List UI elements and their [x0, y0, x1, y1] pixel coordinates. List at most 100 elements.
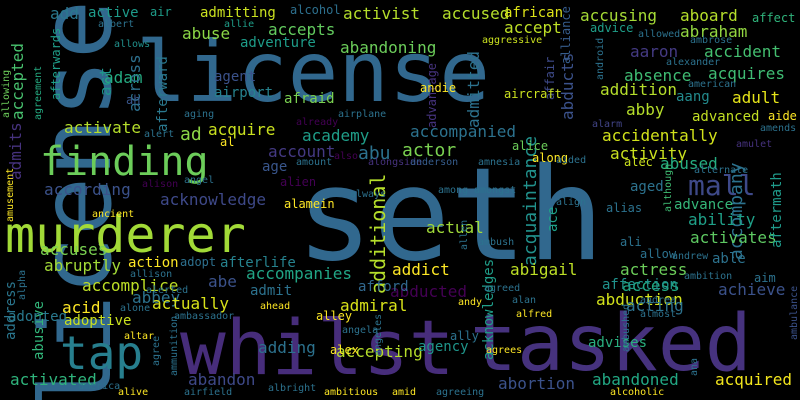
cloud-word: finding	[40, 139, 209, 185]
cloud-word: abduction	[596, 290, 683, 309]
cloud-word: ace	[545, 206, 561, 232]
cloud-word: american	[688, 79, 737, 90]
cloud-word: license	[136, 23, 491, 121]
cloud-word: activates	[690, 228, 777, 247]
cloud-word: agreed	[484, 283, 521, 294]
cloud-word: alone	[120, 303, 151, 314]
cloud-word: agreeing	[436, 387, 485, 398]
cloud-word: abused	[660, 154, 718, 173]
cloud-word: accident	[704, 42, 782, 61]
cloud-word: abducted	[390, 282, 468, 301]
cloud-word: accept	[504, 18, 562, 37]
cloud-word: abandoned	[592, 370, 679, 389]
cloud-word: adult	[732, 88, 781, 107]
cloud-word: abe	[208, 272, 237, 291]
cloud-word: allison	[130, 269, 173, 280]
cloud-word: alongside	[368, 157, 423, 168]
cloud-word: abbey	[132, 288, 181, 307]
cloud-word: anderson	[410, 157, 459, 168]
cloud-word: alan	[512, 295, 537, 306]
cloud-word: alcoholic	[610, 387, 665, 398]
cloud-word: allen	[459, 219, 470, 250]
cloud-word: ambush	[478, 237, 515, 248]
cloud-word: al	[220, 135, 235, 149]
cloud-word: ambulance	[789, 285, 800, 340]
cloud-word: amount	[296, 157, 333, 168]
cloud-word: accompanied	[410, 122, 516, 141]
cloud-word: almost	[640, 309, 677, 320]
cloud-word: allows	[114, 39, 151, 50]
cloud-word: alias	[606, 201, 643, 215]
cloud-word: activist	[343, 4, 421, 23]
cloud-word: advantage	[425, 62, 439, 128]
cloud-word: altar	[124, 331, 155, 342]
cloud-word: ana	[689, 357, 700, 376]
cloud-word: airport	[214, 85, 274, 101]
cloud-word: andrea	[640, 295, 677, 306]
cloud-word: african	[504, 5, 564, 21]
cloud-word: ambushed	[621, 303, 632, 352]
cloud-word: abandoning	[340, 38, 437, 57]
cloud-word: aim	[754, 271, 776, 285]
cloud-word: andy	[458, 297, 483, 308]
cloud-word: angeles	[373, 313, 384, 356]
cloud-word: agency	[418, 339, 469, 355]
cloud-word: among	[438, 185, 469, 196]
cloud-word: accomplice	[82, 276, 179, 295]
cloud-word: also	[334, 151, 359, 162]
cloud-word: ancient	[92, 209, 135, 220]
cloud-word: abandon	[188, 370, 256, 389]
cloud-word: acquires	[708, 64, 786, 83]
cloud-word: air	[150, 5, 172, 19]
cloud-word: addict	[392, 260, 450, 279]
cloud-word: allowed	[638, 29, 681, 40]
cloud-word: america	[78, 381, 121, 392]
cloud-word: allow	[640, 247, 677, 261]
cloud-word: always	[350, 189, 387, 200]
cloud-word: alice	[512, 139, 549, 153]
cloud-word: agrees	[486, 345, 523, 356]
cloud-word: amusement	[5, 167, 16, 222]
cloud-word: airfield	[184, 387, 233, 398]
cloud-word: aftermath	[769, 172, 785, 248]
cloud-word: ambition	[684, 271, 733, 282]
cloud-word: alamein	[284, 197, 335, 211]
cloud-word: admitting	[200, 5, 276, 21]
cloud-word: action	[128, 255, 179, 271]
cloud-word: already	[296, 117, 339, 128]
cloud-word: accepting	[336, 342, 423, 361]
cloud-word: able	[712, 251, 746, 267]
cloud-word: amends	[760, 123, 797, 134]
cloud-word: afterward	[155, 56, 171, 132]
cloud-word: abby	[626, 100, 665, 119]
cloud-word: tasked	[470, 299, 752, 389]
cloud-word: whilst	[180, 303, 455, 392]
cloud-word: alien	[280, 175, 317, 189]
cloud-word: although	[663, 163, 674, 212]
cloud-word: accompanies	[246, 264, 352, 283]
cloud-word: ability	[688, 210, 756, 229]
cloud-word: abuse	[182, 24, 231, 43]
cloud-word: afterlife	[220, 255, 296, 271]
cloud-word: abigail	[510, 260, 578, 279]
cloud-word: adoptive	[64, 313, 132, 329]
cloud-word: actually	[152, 294, 230, 313]
cloud-word: add	[50, 4, 79, 23]
cloud-word: alcohol	[290, 3, 341, 17]
cloud-word: agree	[151, 335, 162, 366]
cloud-word: albright	[268, 383, 317, 394]
cloud-word: murderer	[5, 206, 246, 264]
cloud-word: allie	[224, 19, 255, 30]
cloud-word: advises	[588, 335, 648, 351]
cloud-word: affect	[752, 11, 796, 25]
cloud-word: allowing	[1, 69, 12, 118]
cloud-word: abruptly	[44, 256, 122, 275]
cloud-word: alison	[142, 179, 179, 190]
cloud-word: angel	[184, 175, 215, 186]
cloud-word: albert	[98, 19, 135, 30]
cloud-word: advanced	[692, 109, 760, 125]
cloud-word: abraham	[680, 22, 748, 41]
cloud-word: acting	[626, 296, 684, 315]
cloud-word: academy	[302, 126, 370, 145]
